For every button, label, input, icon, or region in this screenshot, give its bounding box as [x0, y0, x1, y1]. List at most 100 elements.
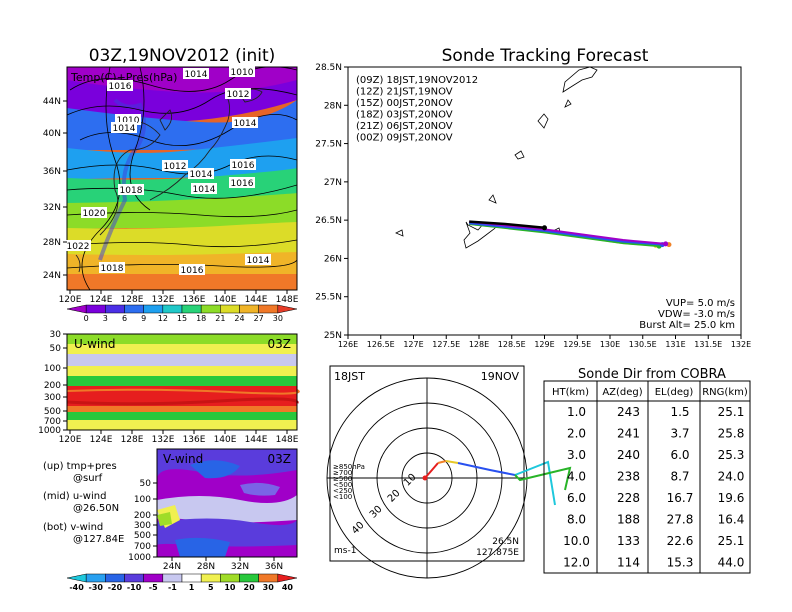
track-lon-tick-label: 126E — [338, 340, 358, 349]
table-header-cell: RNG(km) — [702, 387, 748, 398]
polar-lat: 26.5N — [492, 537, 519, 547]
track-legend-entry: (15Z) 00JST,20NOV — [356, 98, 453, 109]
u-wind-lon-tick-label: 132E — [152, 435, 175, 445]
u-wind-p-tick-label: 500 — [44, 407, 61, 417]
track-lat-tick-label: 26.5N — [315, 216, 342, 226]
temp-colorbar-cell — [124, 304, 144, 314]
map-lat-tick-label: 36N — [43, 167, 61, 177]
track-lon-tick-label: 129E — [534, 340, 554, 349]
u-wind-p-tick-label: 30 — [50, 330, 62, 340]
wind-colorbar-cell — [162, 573, 183, 583]
temp-colorbar-cell — [105, 304, 125, 314]
track-lat-tick-label: 25.5N — [315, 293, 342, 303]
track-lat-ticks: 28.5N 28N 27.5N 27N 26.5N 26N 25.5N 25N — [315, 63, 348, 341]
table-cell: 25.1 — [718, 405, 745, 419]
temp-colorbar-tick: 24 — [234, 314, 244, 323]
temp-colorbar-cell — [239, 304, 259, 314]
u-wind-lon-tick-label: 128E — [121, 435, 144, 445]
temp-colorbar-tick: 6 — [122, 314, 127, 323]
polar-ring-label: 30 — [368, 504, 385, 521]
v-wind-lat-ticks: 24N 28N 32N 36N — [163, 557, 283, 572]
v-wind-p-tick-label: 100 — [134, 495, 151, 505]
temp-colorbar-tick: 12 — [158, 314, 168, 323]
wind-colorbar-cell — [220, 573, 240, 583]
v-wind-lat-tick-label: 24N — [163, 562, 181, 572]
vdw-text: VDW= -3.0 m/s — [658, 309, 735, 320]
isobar-label-bg — [183, 68, 209, 79]
hodograph-path — [424, 460, 572, 506]
track-lon-ticks: 126E 126.5E 127E 127.5E 128E 128.5E 129E 129.5E… — [338, 335, 751, 349]
table-cell: 15.3 — [667, 556, 694, 570]
polar-lon: 127.875E — [476, 548, 519, 558]
u-wind-p-tick-label: 700 — [44, 417, 61, 427]
wind-colorbar-tick: 5 — [208, 583, 214, 592]
isobar-label-bg — [225, 88, 251, 99]
track-lon-tick-label: 131.5E — [694, 340, 722, 349]
track-legend-entry: (12Z) 21JST,19NOV — [356, 87, 453, 98]
temp-colorbar-tick: 0 — [84, 314, 89, 323]
map-lon-tick-label: 136E — [183, 295, 206, 305]
wind-colorbar-tick: -1 — [168, 583, 177, 592]
isobar-label-bg — [230, 159, 256, 170]
isobar-label-bg — [99, 262, 125, 273]
isobar-label: 1014 — [234, 119, 257, 129]
table-cell: 188 — [617, 513, 640, 527]
isobar-label-bg — [179, 264, 205, 275]
wind-colorbar-cell — [277, 573, 298, 583]
table-cell: 25.1 — [718, 534, 745, 548]
map-lat-tick-label: 40N — [43, 129, 61, 139]
track-lon-tick-label: 130E — [600, 340, 620, 349]
track-map-outlines — [395, 67, 598, 249]
temp-colorbar-cell — [220, 304, 240, 314]
polar-level-entry: ≥700 — [333, 469, 352, 477]
burst-alt-text: Burst Alt= 25.0 km — [639, 320, 735, 331]
u-wind-p-tick-label: 200 — [44, 381, 61, 391]
track-lon-tick-label: 126.5E — [367, 340, 395, 349]
temp-colorbar-cell — [143, 304, 164, 314]
wind-colorbar-tick: 10 — [224, 583, 236, 592]
wind-colorbar-cell — [143, 573, 164, 583]
wind-colorbar-tick: -10 — [127, 583, 142, 592]
temp-colorbar-tick: 3 — [103, 314, 108, 323]
table-border — [543, 380, 751, 574]
note-up: (up) tmp+pres — [43, 461, 117, 472]
isobar-label: 1022 — [67, 242, 90, 252]
table-cell: 22.6 — [667, 534, 694, 548]
track-series-line — [469, 222, 663, 246]
wind-colorbar-tick: 40 — [282, 583, 294, 592]
wind-colorbar-tick: -30 — [89, 583, 104, 592]
map-lon-tick-label: 144E — [245, 295, 268, 305]
v-wind-p-tick-label: 300 — [134, 521, 151, 531]
track-lat-tick-label: 28.5N — [315, 63, 342, 73]
track-lon-tick-label: 127.5E — [432, 340, 460, 349]
u-wind-p-tick-label: 300 — [44, 393, 61, 403]
table-cell: 241 — [617, 427, 640, 441]
table-cell: 3.0 — [567, 448, 586, 462]
track-lines — [469, 220, 672, 249]
table-cell: 114 — [617, 556, 640, 570]
v-wind-frame — [156, 448, 298, 558]
isobar-label-bg — [107, 80, 133, 91]
isobar-label: 1010 — [231, 68, 254, 78]
u-wind-lon-ticks: 120E 124E 128E 132E 136E 140E 144E 148E — [59, 430, 299, 445]
isobar-label: 1016 — [231, 179, 254, 189]
table-cell: 240 — [617, 448, 640, 462]
table-cell: 16.7 — [667, 491, 694, 505]
isobar-label-bg — [232, 117, 258, 128]
polar-level-entry: ≥850hPa — [333, 463, 365, 471]
u-wind-label: U-wind — [74, 337, 115, 351]
u-wind-frame — [66, 333, 298, 431]
table-cell: 8.7 — [670, 470, 689, 484]
temp-colorbar-tick: 15 — [177, 314, 187, 323]
map-lon-tick-label: 140E — [214, 295, 237, 305]
temp-colorbar-cell — [277, 304, 298, 314]
wind-colorbar-tick: 30 — [263, 583, 275, 592]
polar-level-entry: <100 — [333, 493, 352, 501]
isobar-label: 1016 — [181, 266, 204, 276]
track-lat-tick-label: 26N — [324, 254, 342, 264]
map-lat-tick-label: 32N — [43, 203, 61, 213]
polar-level-entry: <250 — [333, 487, 352, 495]
v-wind-p-tick-label: 50 — [140, 479, 152, 489]
map-lon-tick-label: 124E — [90, 295, 113, 305]
